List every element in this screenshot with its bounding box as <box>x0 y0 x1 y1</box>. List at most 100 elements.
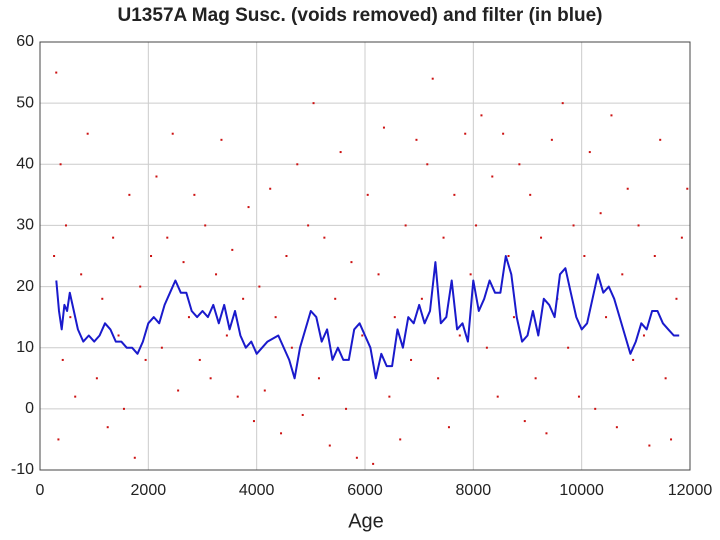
data-point <box>334 297 337 300</box>
data-point <box>686 187 689 190</box>
data-point <box>117 334 120 337</box>
data-point <box>345 407 348 410</box>
data-point <box>415 138 418 141</box>
data-point <box>133 456 136 459</box>
data-point <box>675 297 678 300</box>
data-point <box>572 224 575 227</box>
data-point <box>442 236 445 239</box>
data-point <box>632 358 635 361</box>
data-point <box>193 193 196 196</box>
data-point <box>372 462 375 465</box>
data-point <box>610 114 613 117</box>
data-point <box>65 224 67 227</box>
data-point <box>453 193 456 196</box>
data-point <box>426 163 429 166</box>
data-point <box>231 248 234 251</box>
data-point <box>502 132 505 135</box>
data-point <box>420 297 423 300</box>
data-point <box>399 438 402 441</box>
data-point <box>577 395 580 398</box>
data-point <box>150 255 153 257</box>
data-point <box>567 346 570 349</box>
data-point <box>496 395 499 398</box>
y-tick-label: 40 <box>16 156 34 173</box>
data-point <box>198 358 201 361</box>
data-point <box>317 377 320 380</box>
data-point <box>301 413 304 416</box>
x-tick-label: 2000 <box>131 482 167 499</box>
data-point <box>290 346 293 349</box>
data-point <box>215 273 218 276</box>
y-tick-label: 10 <box>16 339 34 356</box>
data-point <box>605 316 608 319</box>
y-tick-label: 0 <box>25 400 34 417</box>
data-point <box>155 175 158 178</box>
data-point <box>534 377 537 380</box>
data-point <box>350 261 353 264</box>
data-point <box>296 163 299 166</box>
data-point <box>670 438 673 441</box>
data-point <box>59 163 62 166</box>
data-point <box>258 285 261 288</box>
data-point <box>61 358 64 361</box>
data-point <box>263 389 266 392</box>
data-point <box>57 438 60 441</box>
data-point <box>247 206 250 209</box>
data-point <box>599 212 602 215</box>
data-point <box>182 261 185 264</box>
data-point <box>561 102 564 105</box>
data-point <box>339 151 342 154</box>
y-tick-label: 20 <box>16 278 34 295</box>
data-point <box>447 426 450 429</box>
data-point <box>274 316 277 319</box>
x-axis-label: Age <box>348 510 384 532</box>
data-point <box>252 420 255 423</box>
y-tick-label: 30 <box>16 217 34 234</box>
data-point <box>307 224 310 227</box>
data-point <box>480 114 483 117</box>
data-point <box>69 316 72 319</box>
data-point <box>404 224 407 227</box>
data-point <box>323 236 326 239</box>
data-point <box>621 273 624 276</box>
data-point <box>518 163 521 166</box>
data-point <box>512 316 515 319</box>
data-point <box>550 138 553 141</box>
data-point <box>642 334 645 337</box>
data-point <box>540 236 543 239</box>
data-point <box>475 224 478 227</box>
data-point <box>312 102 315 105</box>
data-point <box>144 358 147 361</box>
data-point <box>355 456 358 459</box>
data-point <box>469 273 472 276</box>
data-point <box>523 420 526 423</box>
data-point <box>388 395 391 398</box>
y-tick-label: -10 <box>11 461 34 478</box>
data-point <box>529 193 532 196</box>
y-tick-label: 50 <box>16 94 34 111</box>
data-point <box>80 273 83 276</box>
data-point <box>648 444 651 447</box>
data-point <box>361 334 364 337</box>
data-point <box>588 151 591 154</box>
data-point <box>101 297 104 300</box>
data-point <box>55 71 58 74</box>
data-point <box>637 224 640 227</box>
x-tick-label: 4000 <box>239 482 275 499</box>
data-point <box>204 224 207 227</box>
data-point <box>95 377 98 380</box>
data-point <box>122 407 125 410</box>
data-point <box>242 297 245 300</box>
data-point <box>382 126 385 129</box>
filter-line <box>55 255 680 380</box>
data-point <box>626 187 629 190</box>
data-point <box>74 395 77 398</box>
data-point <box>594 407 597 410</box>
data-point <box>86 132 89 135</box>
data-point <box>328 444 331 447</box>
data-point <box>464 132 467 135</box>
data-point <box>106 426 109 429</box>
data-point <box>177 389 180 392</box>
data-point <box>507 255 510 257</box>
